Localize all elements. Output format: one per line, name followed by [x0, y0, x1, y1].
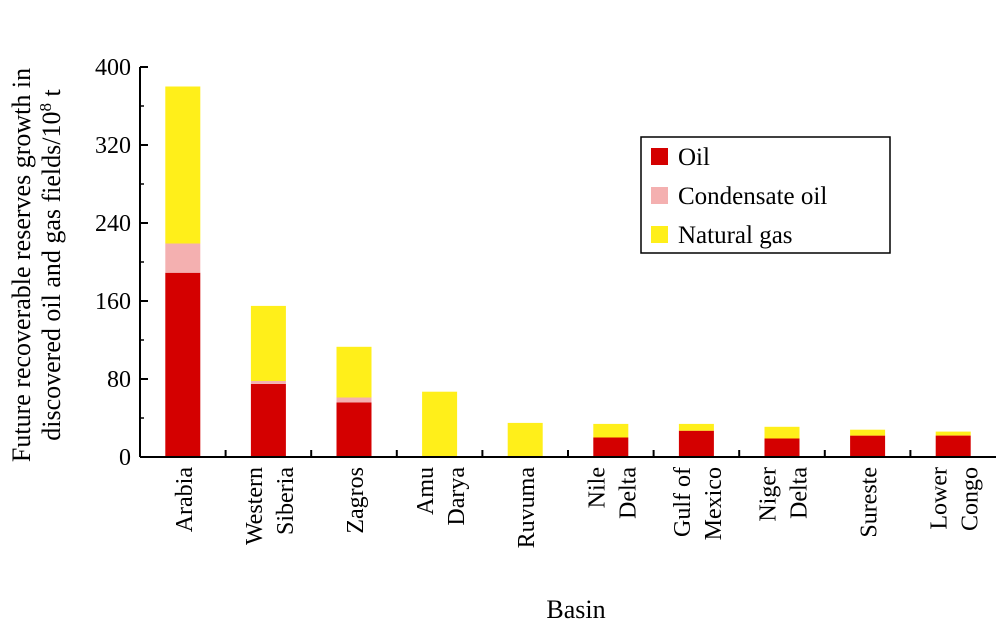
svg-text:Future recoverable reserves gr: Future recoverable reserves growth in	[7, 68, 36, 462]
bar-segment-condensate-oil-1	[250, 380, 286, 384]
y-tick-label-2: 160	[95, 289, 131, 315]
legend-label-condensate-oil: Condensate oil	[678, 183, 827, 210]
bar-segment-oil-5	[593, 437, 629, 457]
bar-segment-natural-gas-8	[850, 429, 886, 436]
svg-text:discovered oil and gas fields/: discovered oil and gas fields/108 t	[36, 88, 66, 440]
x-tick-label-5-0: Nile	[584, 467, 610, 508]
x-tick-label-4-0: Ruvuma	[514, 467, 540, 549]
bar-segment-oil-8	[850, 435, 886, 457]
y-axis-title: Future recoverable reserves growth in di…	[7, 68, 66, 462]
bar-segment-natural-gas-0	[165, 86, 201, 244]
bar-segment-oil-2	[336, 402, 372, 457]
bar-segment-natural-gas-9	[935, 431, 971, 436]
bar-segment-natural-gas-6	[678, 423, 714, 431]
y-axis-title-line1: Future recoverable reserves growth in	[7, 68, 36, 462]
legend-swatch-condensate-oil	[651, 187, 668, 204]
bar-segment-condensate-oil-0	[165, 243, 201, 273]
x-tick-label-2-0: Zagros	[343, 467, 369, 534]
x-tick-label-3-0: Amu	[413, 467, 439, 515]
y-axis: 0 80 160 240 320 400	[95, 55, 148, 471]
x-tick-label-8-0: Sureste	[857, 467, 883, 538]
x-tick-label-0-0: Arabia	[172, 467, 198, 533]
y-tick-label-0: 0	[119, 445, 131, 471]
bar-segment-natural-gas-3	[422, 391, 458, 457]
bar-segment-natural-gas-5	[593, 423, 629, 438]
bar-segment-oil-7	[764, 438, 800, 457]
y-tick-label-1: 80	[107, 367, 131, 393]
x-tick-label-7-1: Delta	[787, 467, 813, 519]
x-tick-label-1-1: Siberia	[273, 467, 299, 535]
y-tick-label-4: 320	[95, 133, 131, 159]
legend-label-natural-gas: Natural gas	[678, 222, 793, 249]
x-axis-title: Basin	[546, 595, 605, 624]
x-tick-label-1-0: Western	[242, 467, 268, 545]
x-tick-label-7-0: Niger	[756, 467, 782, 522]
x-axis: Arabia Western Siberia Zagros Amu Darya Ruvuma…	[140, 450, 996, 548]
legend-box	[640, 136, 891, 254]
y-axis-title-unit: t	[37, 88, 66, 103]
plot-area	[165, 86, 971, 457]
x-tick-label-6-0: Gulf of	[670, 467, 696, 537]
bar-segment-natural-gas-7	[764, 426, 800, 439]
bar-segment-condensate-oil-2	[336, 397, 372, 403]
y-axis-title-sup: 8	[36, 103, 55, 112]
legend-swatch-natural-gas	[651, 226, 668, 243]
x-tick-label-5-1: Delta	[615, 467, 641, 519]
bar-segment-natural-gas-1	[250, 305, 286, 381]
x-tick-label-6-1: Mexico	[701, 467, 727, 540]
bar-segment-oil-9	[935, 435, 971, 457]
bar-segment-oil-0	[165, 272, 201, 457]
x-tick-label-3-1: Darya	[444, 467, 470, 526]
legend-label-oil: Oil	[678, 144, 710, 171]
legend: Oil Condensate oil Natural gas	[640, 136, 891, 254]
y-tick-label-3: 240	[95, 211, 131, 237]
bar-segment-oil-6	[678, 430, 714, 457]
x-tick-label-9-0: Lower	[927, 467, 953, 530]
bar-segment-oil-1	[250, 383, 286, 457]
x-tick-label-9-1: Congo	[958, 467, 984, 531]
bar-segment-natural-gas-2	[336, 346, 372, 398]
y-axis-title-line2: discovered oil and gas fields/10	[37, 111, 66, 440]
legend-swatch-oil	[651, 148, 668, 165]
bar-segment-natural-gas-4	[507, 422, 543, 457]
y-tick-label-5: 400	[95, 55, 131, 81]
